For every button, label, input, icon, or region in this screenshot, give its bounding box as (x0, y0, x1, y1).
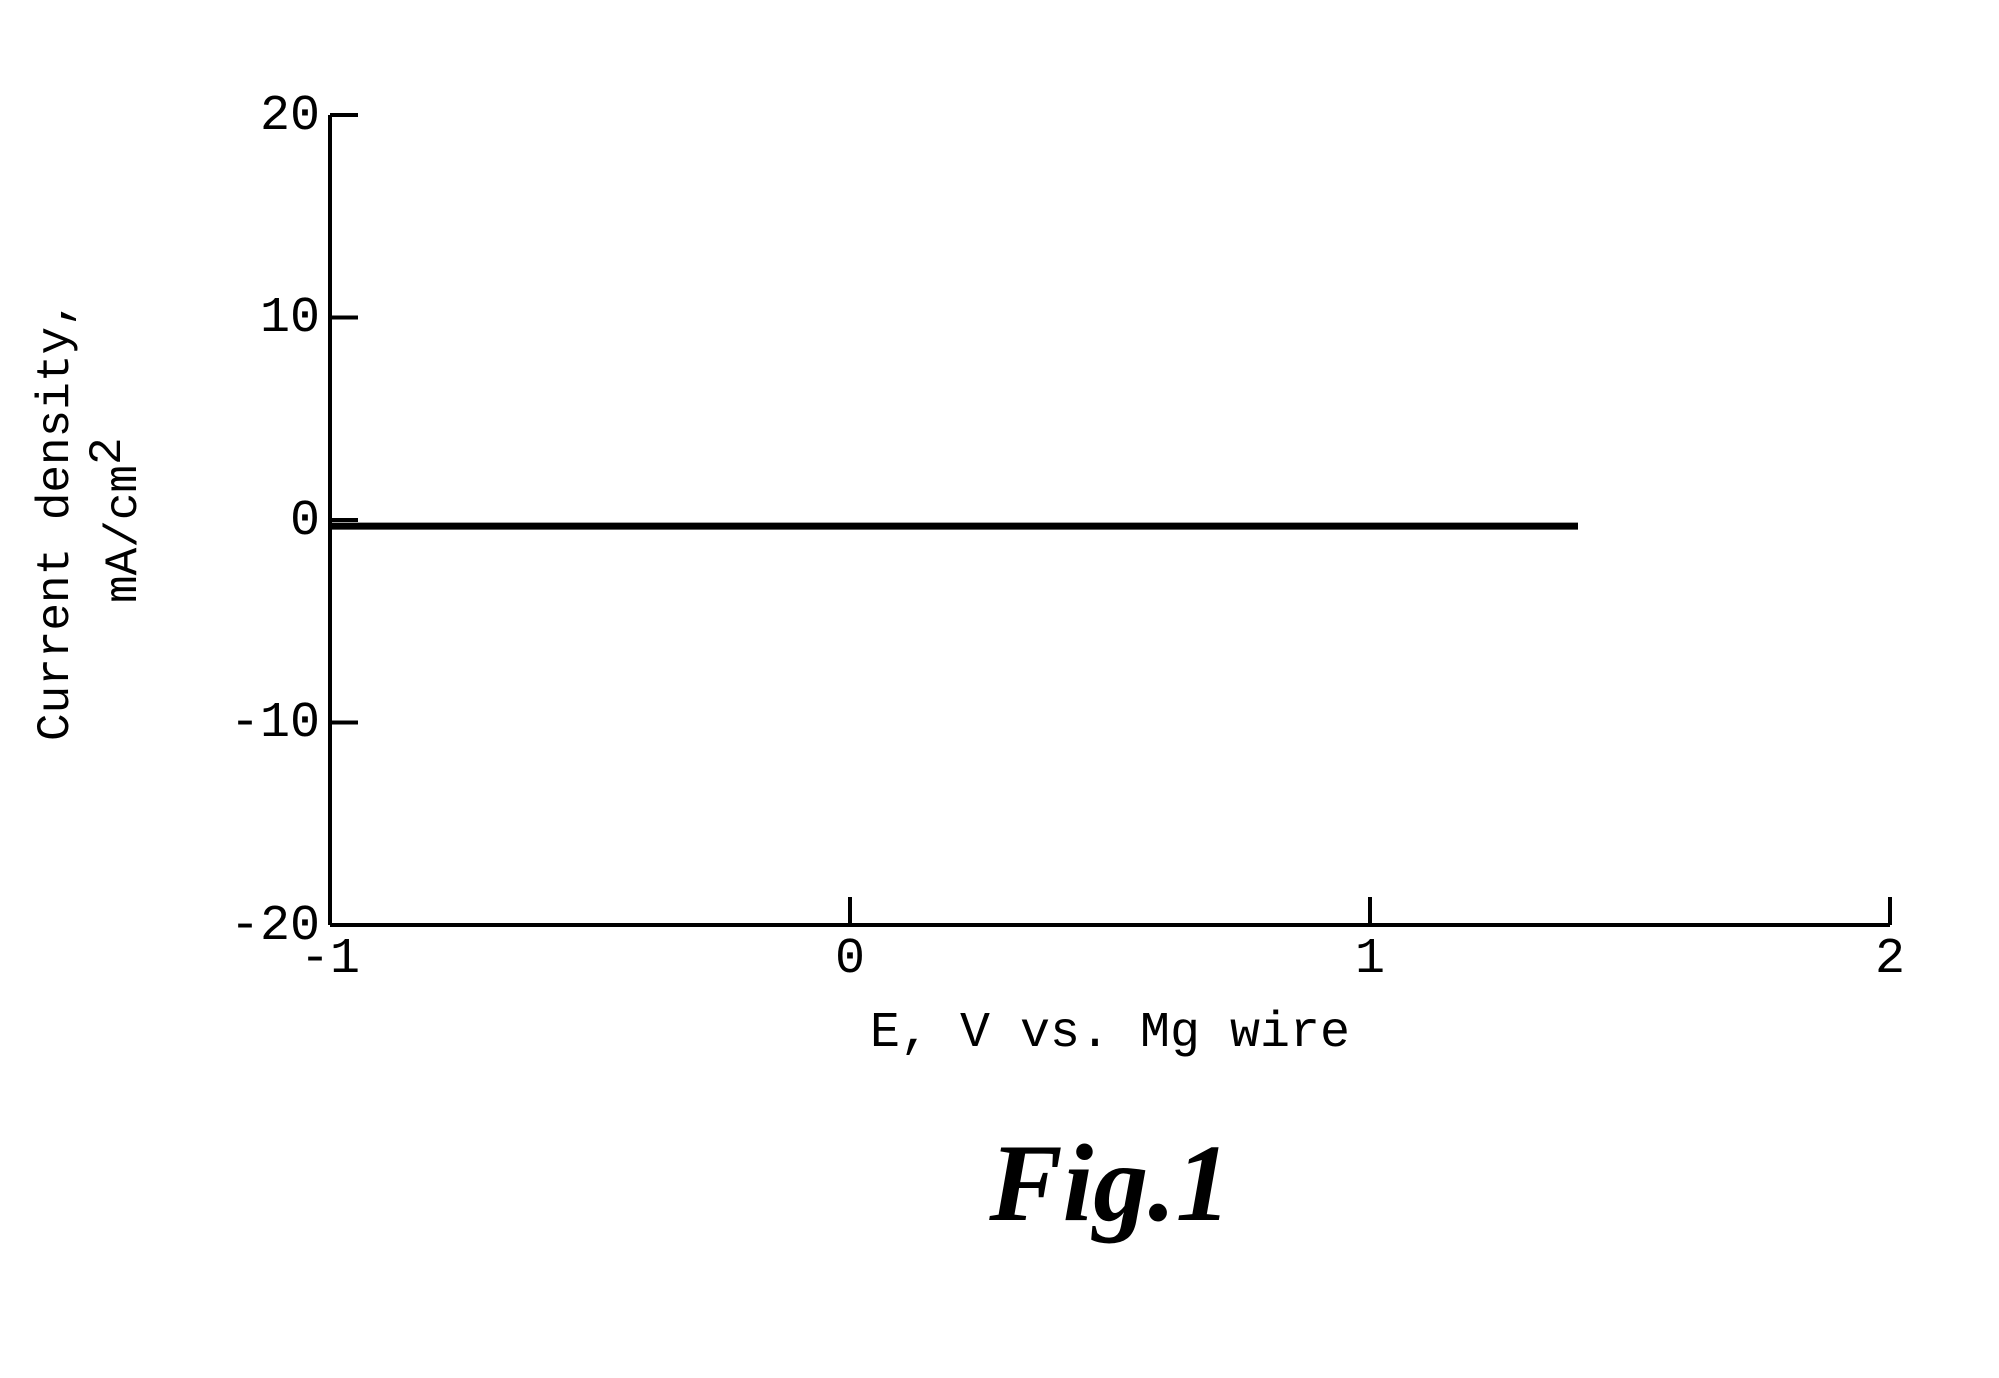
y-tick-label: 0 (290, 493, 320, 550)
y-tick-label: 20 (260, 88, 320, 145)
y-tick-label: 10 (260, 290, 320, 347)
x-tick-label: 1 (1310, 931, 1430, 988)
y-tick-label: -10 (230, 695, 320, 752)
x-tick-label: 2 (1830, 931, 1950, 988)
y-tick-label: -20 (230, 898, 320, 955)
chart-container: Current density, mA/cm2 E, V vs. Mg wire… (0, 0, 1999, 1378)
x-tick-label: 0 (790, 931, 910, 988)
x-axis-label: E, V vs. Mg wire (810, 1005, 1410, 1062)
y-axis-label: Current density, mA/cm2 (30, 270, 150, 770)
y-axis-label-line2: mA/cm2 (82, 270, 150, 770)
y-axis-label-line1: Current density, (30, 270, 82, 770)
figure-caption: Fig.1 (810, 1120, 1410, 1247)
